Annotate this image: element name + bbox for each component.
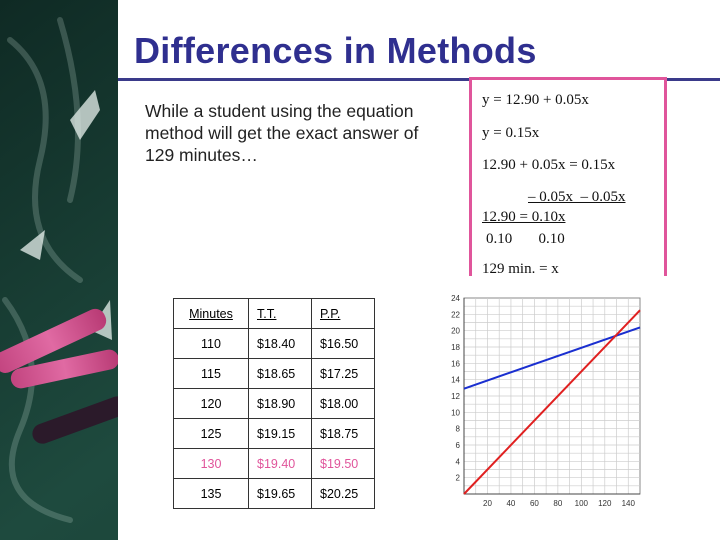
table-header-row: Minutes T.T. P.P. bbox=[173, 298, 375, 329]
x-tick-label: 20 bbox=[483, 499, 492, 508]
y-tick-label: 6 bbox=[456, 441, 461, 450]
cell-pp: $18.00 bbox=[311, 388, 375, 419]
series-line-pp bbox=[463, 309, 641, 495]
table-row-highlighted: 130 $19.40 $19.50 bbox=[173, 448, 375, 479]
y-tick-label: 10 bbox=[451, 408, 460, 417]
cell-minutes: 125 bbox=[173, 418, 249, 449]
cell-minutes: 120 bbox=[173, 388, 249, 419]
chalk-sticks-icon bbox=[0, 308, 128, 444]
equation-line-3: 12.90 + 0.05x = 0.15x bbox=[482, 157, 616, 173]
cell-tt: $19.65 bbox=[248, 478, 312, 509]
y-tick-label: 8 bbox=[456, 425, 461, 434]
cell-pp: $18.75 bbox=[311, 418, 375, 449]
cell-minutes: 110 bbox=[173, 328, 249, 359]
series-line-tt bbox=[463, 326, 641, 390]
y-tick-label: 24 bbox=[451, 294, 460, 303]
y-tick-label: 18 bbox=[451, 343, 460, 352]
cell-minutes: 130 bbox=[173, 448, 249, 479]
table-row: 120 $18.90 $18.00 bbox=[173, 388, 375, 419]
cell-pp: $17.25 bbox=[311, 358, 375, 389]
table-row: 110 $18.40 $16.50 bbox=[173, 328, 375, 359]
equation-line-6: 0.10 0.10 bbox=[486, 231, 565, 247]
table-row: 135 $19.65 $20.25 bbox=[173, 478, 375, 509]
y-tick-label: 14 bbox=[451, 376, 460, 385]
table-row: 115 $18.65 $17.25 bbox=[173, 358, 375, 389]
cell-minutes: 115 bbox=[173, 358, 249, 389]
cell-pp: $16.50 bbox=[311, 328, 375, 359]
y-tick-label: 12 bbox=[451, 392, 460, 401]
cell-pp: $20.25 bbox=[311, 478, 375, 509]
header-tt: T.T. bbox=[248, 298, 312, 329]
cell-tt: $18.40 bbox=[248, 328, 312, 359]
equation-line-2: y = 0.15x bbox=[482, 125, 540, 141]
cell-tt: $18.90 bbox=[248, 388, 312, 419]
title-divider bbox=[118, 78, 720, 81]
equation-line-1: y = 12.90 + 0.05x bbox=[482, 92, 589, 108]
intro-text: While a student using the equation metho… bbox=[145, 101, 419, 165]
header-pp: P.P. bbox=[311, 298, 375, 329]
x-tick-label: 120 bbox=[598, 499, 612, 508]
x-tick-label: 140 bbox=[622, 499, 636, 508]
cell-pp: $19.50 bbox=[311, 448, 375, 479]
cell-minutes: 135 bbox=[173, 478, 249, 509]
equation-line-7: 129 min. = x bbox=[482, 261, 559, 277]
x-tick-label: 40 bbox=[506, 499, 515, 508]
equation-line-5: 12.90 = 0.10x bbox=[482, 209, 566, 225]
slide-title: Differences in Methods bbox=[134, 30, 537, 71]
y-tick-label: 16 bbox=[451, 359, 460, 368]
table-row: 125 $19.15 $18.75 bbox=[173, 418, 375, 449]
cell-tt: $19.15 bbox=[248, 418, 312, 449]
y-tick-label: 22 bbox=[451, 310, 460, 319]
cost-table: Minutes T.T. P.P. 110 $18.40 $16.50 115 … bbox=[173, 298, 375, 509]
y-tick-label: 20 bbox=[451, 327, 460, 336]
x-tick-label: 80 bbox=[553, 499, 562, 508]
x-tick-label: 100 bbox=[575, 499, 589, 508]
header-minutes: Minutes bbox=[173, 298, 249, 329]
cell-tt: $19.40 bbox=[248, 448, 312, 479]
cell-tt: $18.65 bbox=[248, 358, 312, 389]
y-tick-label: 4 bbox=[456, 457, 461, 466]
x-tick-label: 60 bbox=[530, 499, 539, 508]
y-tick-label: 2 bbox=[456, 474, 461, 483]
equation-line-4: – 0.05x – 0.05x bbox=[528, 189, 626, 205]
equation-box: y = 12.90 + 0.05x y = 0.15x 12.90 + 0.05… bbox=[469, 77, 667, 277]
